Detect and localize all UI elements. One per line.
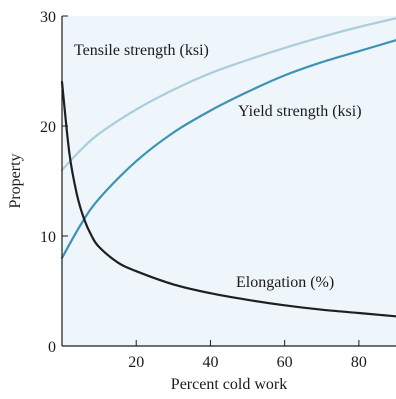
series-line-0	[60, 17, 396, 172]
y-tick-label: 0	[48, 339, 56, 356]
tick-layer: 20 40 60 80 0 10 20 30	[40, 9, 367, 371]
y-axis-label: Property	[7, 153, 24, 208]
x-tick-label: 40	[202, 354, 218, 371]
series-label-yield-strength: Yield strength (ksi)	[238, 103, 362, 120]
x-tick-label: 20	[128, 354, 144, 371]
series-line-2	[60, 80, 396, 318]
series-layer	[60, 17, 396, 318]
x-tick-label: 80	[351, 354, 367, 371]
series-line-1	[60, 39, 396, 260]
x-axis-label: Percent cold work	[171, 376, 287, 393]
series-label-tensile-strength: Tensile strength (ksi)	[74, 42, 209, 59]
series-label-elongation: Elongation (%)	[236, 274, 334, 291]
y-tick-label: 20	[40, 119, 56, 136]
y-tick-label: 30	[40, 9, 56, 26]
y-tick-label: 10	[40, 229, 56, 246]
x-tick-label: 60	[277, 354, 293, 371]
plot-area-background	[62, 16, 396, 346]
